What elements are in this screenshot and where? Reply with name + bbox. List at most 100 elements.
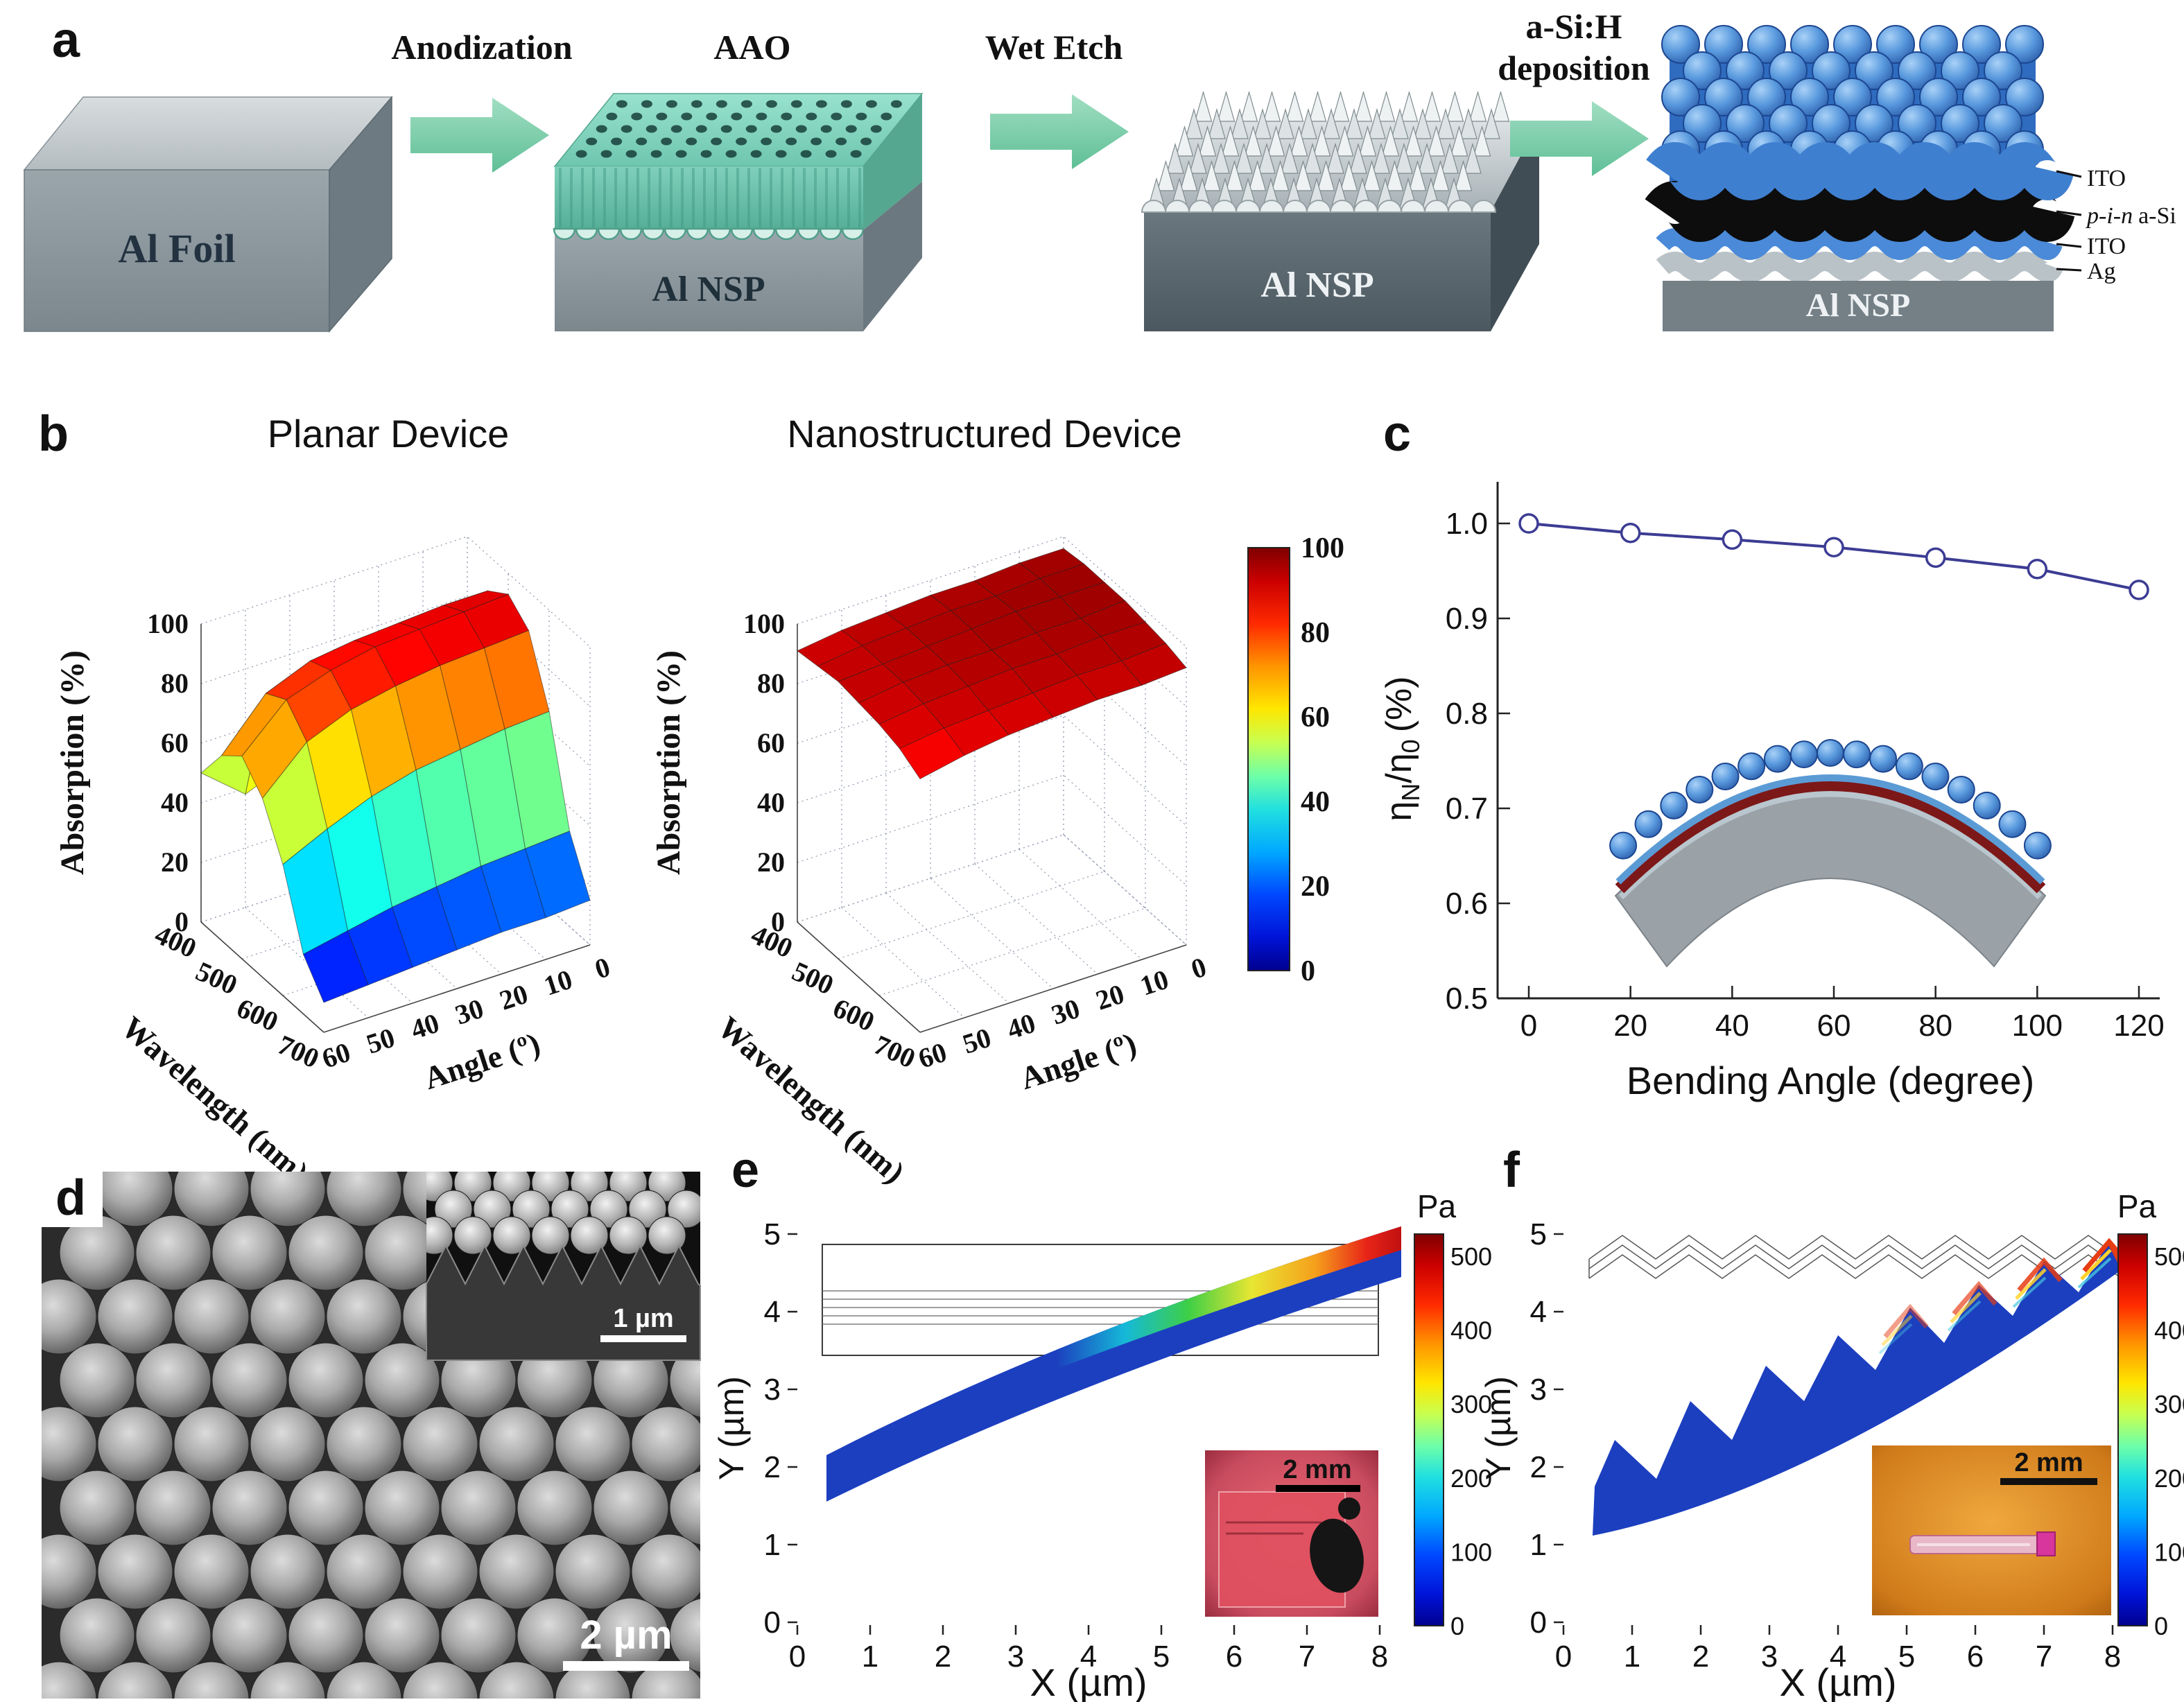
- axis-edge: [797, 921, 921, 1033]
- nsp-spikes: [1147, 90, 1510, 209]
- barrier-scallop: [730, 227, 754, 241]
- tick-label: 3: [1007, 1640, 1024, 1674]
- nsp-spike: [1414, 107, 1432, 139]
- pillar-head: [2005, 25, 2044, 64]
- sem-inset-sphere: [648, 1216, 686, 1255]
- deposition-arrow: [1510, 101, 1649, 176]
- pore-hole: [856, 112, 867, 121]
- panel-label-c: c: [1383, 406, 1411, 462]
- nsp-spike: [1482, 107, 1500, 139]
- axis-edge: [919, 944, 1187, 1033]
- tooth-tip-stress: [1878, 1238, 2128, 1355]
- data-point: [1620, 522, 1641, 544]
- nsp-spike: [1464, 142, 1482, 174]
- nsp-spike: [1231, 107, 1249, 139]
- pore-hole: [781, 112, 792, 121]
- tick-label: 10: [540, 964, 576, 1002]
- pore-hole: [786, 137, 797, 146]
- nsp-spike: [1294, 159, 1312, 191]
- grid-line: [878, 908, 1146, 996]
- tick-label: 200: [2154, 1464, 2184, 1493]
- pore-hole: [740, 100, 752, 108]
- axis-edges: [797, 624, 1187, 1033]
- surface-cell: [899, 727, 965, 780]
- bending-plot: 0 20 40 60 80 100 120 0.5 0.6 0.7 0.8 0.9 1.0: [1446, 482, 2165, 1043]
- nsp-spike: [1381, 125, 1400, 157]
- layer-label-ito-top: ITO: [2087, 166, 2126, 191]
- tick-label: 0.9: [1446, 602, 1488, 636]
- nsp-spike: [1372, 142, 1390, 174]
- nsp-spike: [1212, 142, 1230, 174]
- nsp-front-face: [1144, 211, 1491, 331]
- pillar-head: [1855, 104, 1893, 143]
- nsp-spike: [1491, 90, 1510, 122]
- tick-label: 30: [1048, 993, 1084, 1031]
- nsp-spike: [1459, 107, 1477, 139]
- grid-line: [974, 863, 1098, 975]
- main-scalebar-line: [563, 1661, 689, 1671]
- sem-sphere: [364, 1597, 440, 1674]
- aao-side-upper: [863, 94, 922, 230]
- inset-pillar: [1660, 791, 1688, 819]
- panel-label-f: f: [1503, 1143, 1520, 1198]
- sem-sphere: [288, 1470, 364, 1546]
- sem-sphere: [59, 1597, 135, 1674]
- nsp-spike: [1202, 159, 1221, 191]
- tick-label: 50: [959, 1022, 995, 1060]
- tick-label: 10: [1136, 964, 1172, 1002]
- barrier-scallop: [597, 227, 621, 241]
- pillar-head: [1833, 25, 1872, 64]
- sem-sphere: [250, 1172, 326, 1227]
- inset-pillar: [1947, 775, 1975, 804]
- undeformed-outline-layers: [822, 1290, 1378, 1325]
- nsp-spike: [1468, 90, 1487, 122]
- aao-front-face: [555, 166, 863, 230]
- pillar-head: [1726, 51, 1765, 90]
- sem-sphere: [173, 1406, 250, 1482]
- tick-label: 4: [1830, 1640, 1846, 1674]
- tick-label: 0: [764, 1606, 781, 1640]
- nsp-spike: [1225, 159, 1244, 191]
- sem-sphere: [42, 1661, 97, 1699]
- nsp-spike: [1368, 107, 1386, 139]
- nsp-spike: [1331, 90, 1350, 122]
- pillar-head: [1747, 25, 1786, 64]
- grid-line: [797, 834, 1187, 946]
- inset-pillar: [1921, 763, 1950, 791]
- pore-hole: [616, 100, 627, 108]
- tick-label: 600: [829, 992, 879, 1038]
- pore-hole: [596, 125, 607, 133]
- tick-label: 5: [1530, 1217, 1547, 1251]
- grid-line: [200, 536, 591, 648]
- tick-label: 40: [1715, 1009, 1749, 1043]
- pore-hole: [840, 100, 852, 108]
- inset-ag-layer: [1618, 790, 2043, 900]
- nsp-spike: [1175, 125, 1194, 157]
- pore-hole: [691, 100, 702, 108]
- pore-hole: [625, 150, 637, 158]
- pillar-head: [1769, 104, 1808, 143]
- photo-inset-jagged: [1872, 1445, 2111, 1615]
- colorbar-label-e: Pa: [1417, 1188, 1457, 1224]
- tick-label: 40: [1301, 786, 1330, 818]
- tick-label: 400: [2154, 1317, 2184, 1345]
- undeformed-outline-smooth: [822, 1244, 1379, 1356]
- nsp-spike: [1156, 159, 1175, 191]
- pore-hole: [641, 100, 652, 108]
- nsp-spike: [1258, 142, 1276, 174]
- pore-hole: [706, 112, 718, 121]
- sem-sphere: [211, 1342, 288, 1418]
- stress-smooth-colorbar: 500 400 300 200 100 0: [1414, 1233, 1492, 1640]
- tick-label: 700: [869, 1029, 920, 1075]
- inset-pillar: [1711, 763, 1740, 791]
- sem-inset-sphere: [453, 1216, 492, 1255]
- panel-label-e: e: [731, 1143, 759, 1198]
- sem-sphere: [42, 1406, 97, 1482]
- panel-d-label-backing: [42, 1172, 103, 1227]
- sem-sphere: [402, 1661, 478, 1699]
- y-axis-label-e: Y (µm): [712, 1376, 751, 1480]
- sem-sphere: [97, 1534, 173, 1610]
- tick-label: 5: [764, 1217, 781, 1251]
